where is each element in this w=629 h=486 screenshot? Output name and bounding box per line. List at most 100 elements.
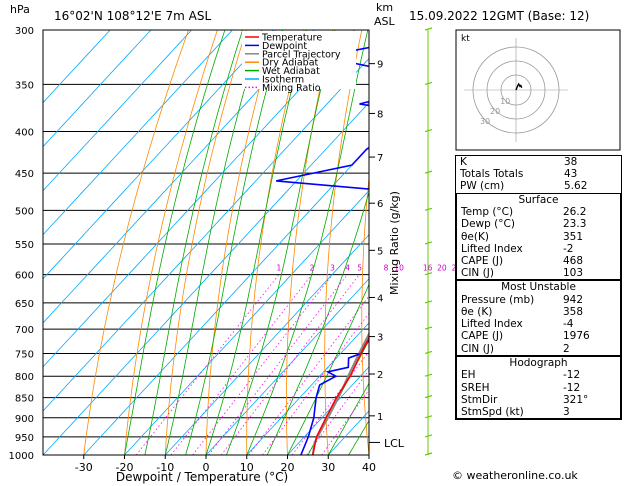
index-label: SREH [461,381,490,394]
y-tick-label: 700 [15,325,34,336]
wet-adiabat-line [144,30,243,455]
dry-adiabat-line [361,174,369,455]
y-tick-label: 650 [15,299,34,310]
mixing-ratio-label: 8 [384,264,389,273]
isotherm-line [83,146,369,455]
mixing-ratio-label: 1 [277,264,282,273]
index-value: -12 [563,381,581,394]
index-row: Lifted Index -2 [457,243,620,255]
dry-adiabat-line [205,30,276,455]
mixing-ratio-label: 5 [357,264,362,273]
mixing-ratio-line [321,389,369,455]
y-tick-label: 450 [15,169,34,180]
index-label: Lifted Index [461,318,523,331]
index-value: 3 [563,405,570,418]
mixing-ratio-axis-label: Mixing Ratio (g/kg) [388,191,401,295]
height-tick-label: 6 [377,199,383,210]
lcl-label: LCL [384,437,405,450]
wind-barb [424,300,433,304]
mixing-ratio-line [192,274,333,455]
copyright: © weatheronline.co.uk [452,469,578,482]
wet-adiabat-line [287,283,369,455]
wind-barb [424,128,433,133]
isotherm-line [124,190,369,455]
dry-adiabat-line [622,30,629,455]
datetime-title: 15.09.2022 12GMT (Base: 12) [409,9,589,23]
index-value: 26.2 [563,206,587,219]
mixing-ratio-label: 20 [437,264,447,273]
mixing-ratio-line [170,274,313,455]
y-tick-label: 950 [15,433,34,444]
legend-entry: Dewpoint [262,41,307,52]
index-value: 43 [564,168,578,181]
y-tick-label: 900 [15,414,34,425]
index-label: CIN (J) [461,267,494,280]
index-row: CIN (J) 103 [457,267,620,279]
mixing-ratio-label: 4 [345,264,350,273]
index-value: 468 [563,254,584,267]
hodograph-ring-label: 10 [500,97,510,106]
mixing-ratio-line [135,274,280,455]
index-label: K [460,156,467,168]
profile-lines [276,46,369,455]
mixing-ratio-label: 2 [310,264,315,273]
axes: 3003504004505005506006507007508008509009… [9,26,462,474]
y-tick-label: 350 [15,80,34,91]
wet-adiabat-line [164,30,263,455]
y-tick-label: 400 [15,128,34,139]
height-unit-km: km [376,1,393,14]
isotherm-line [43,57,369,412]
isotherm-line [43,30,192,192]
index-value: -2 [563,242,574,255]
wind-barb [424,81,433,85]
legend-entry: Temperature [261,33,322,44]
x-tick-label: -30 [75,461,93,474]
index-row: Dewp (°C) 23.3 [457,218,620,230]
index-row: Pressure (mb) 942 [457,294,620,306]
mixing-ratio-line [220,274,360,455]
series-line-parcel-trajectory [311,331,369,455]
index-label: Totals Totals [460,168,524,181]
legend-entry: Parcel Trajectory [262,49,341,60]
index-label: CAPE (J) [461,254,504,267]
index-value: 103 [563,267,584,280]
index-label: PW (cm) [460,180,505,193]
index-value: 2 [563,342,570,355]
wind-barb [424,350,433,355]
most-unstable-section: Most Unstable Pressure (mb) 942 θe (K) 358 L… [456,280,621,356]
wind-barb [424,241,433,245]
index-row: Temp (°C) 26.2 [457,206,620,218]
hodograph-params-title: Hodograph [509,356,568,369]
index-label: Temp (°C) [461,206,514,219]
index-row: StmSpd (kt) 3 [457,406,620,418]
height-tick-label: 7 [377,153,383,164]
wind-barb [424,170,433,174]
y-tick-label: 300 [15,26,34,37]
wet-adiabat-line [246,30,369,455]
y-tick-label: 550 [15,240,34,251]
dry-adiabat-line [246,30,305,455]
wet-adiabat-line [205,30,308,455]
isotherm-line [43,30,233,236]
index-label: θe (K) [461,306,493,319]
x-tick-label: 0 [203,461,210,474]
index-label: Dewp (°C) [461,218,515,231]
hodograph-params-section: Hodograph EH -12 SREH -12 StmDir 321° StmSpd (… [456,355,621,420]
index-row: θe(K) 351 [457,231,620,243]
y-tick-label: 850 [15,394,34,405]
index-label: EH [461,369,476,382]
surface-title: Surface [518,193,559,206]
dry-adiabat-line [433,30,451,455]
index-row: PW (cm) 5.62 [456,180,621,192]
index-value: 1976 [563,330,590,343]
wet-adiabat-line [124,30,226,455]
wet-adiabat-line [266,190,369,455]
hodograph-ring-label: 30 [480,117,490,126]
height-tick-label: 8 [377,109,383,120]
wind-barb [424,395,433,399]
x-tick-label: 30 [321,461,335,474]
index-value: -12 [563,369,581,382]
legend-entry: Wet Adiabat [262,66,320,77]
